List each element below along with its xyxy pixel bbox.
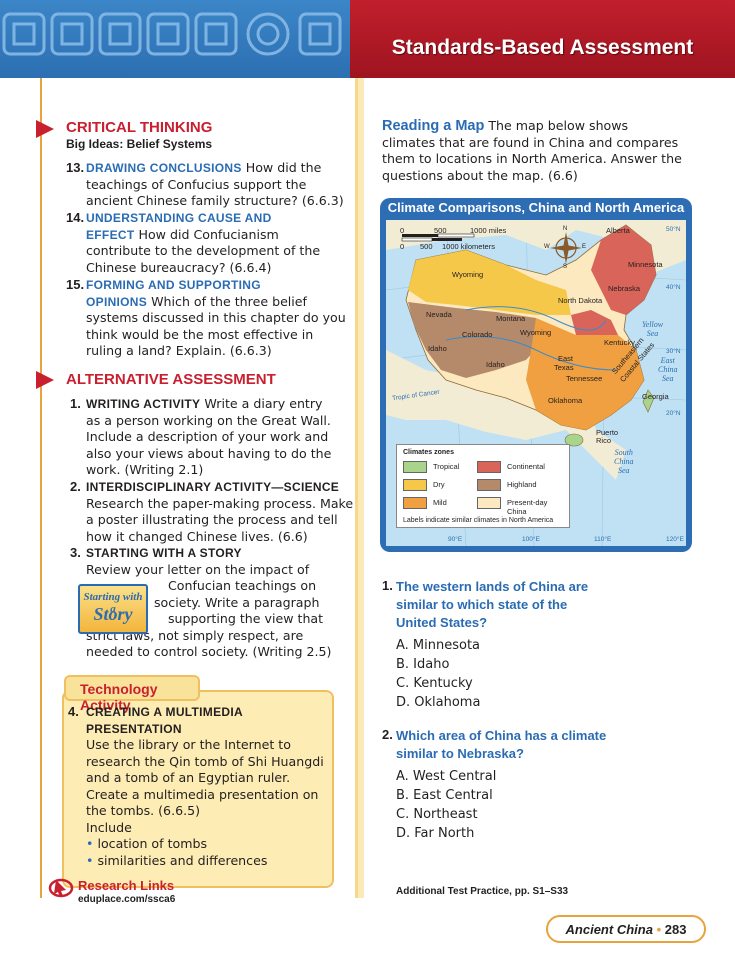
climate-legend: Climates zones Tropical Continental Dry … — [396, 444, 570, 528]
page-banner: Standards-Based Assessment — [0, 0, 735, 78]
research-links-url[interactable]: eduplace.com/ssca6 — [78, 894, 176, 905]
banner-pattern-panel — [0, 0, 350, 78]
chapter-name: Ancient China — [565, 922, 653, 937]
legend-swatch-dry — [403, 479, 427, 491]
climate-map-frame: Climate Comparisons, China and North Ame… — [380, 198, 692, 552]
legend-swatch-tropical — [403, 461, 427, 473]
mouse-cursor-icon — [48, 878, 74, 898]
chinese-pattern-icon — [2, 12, 342, 56]
answer-option[interactable]: C. Northeast — [396, 807, 478, 822]
red-arrow-icon — [36, 371, 54, 389]
technology-activity-tab: Technology Activity — [64, 675, 200, 713]
east-china-sea-label: East China Sea — [658, 356, 678, 383]
bullet-similarities: • similarities and differences — [86, 852, 268, 868]
answer-option[interactable]: A. Minnesota — [396, 638, 481, 653]
red-arrow-icon — [36, 120, 54, 138]
china-map-icon — [386, 220, 686, 546]
climate-map: 0 500 1000 miles 0 500 1000 kilometers N… — [386, 220, 686, 546]
answer-option[interactable]: B. Idaho — [396, 657, 450, 672]
page-title: Standards-Based Assessment — [391, 36, 694, 59]
question-14: 14. UNDERSTANDING CAUSE AND EFFECT How d… — [66, 210, 321, 275]
question-15: 15. FORMING AND SUPPORTING OPINIONS Whic… — [66, 277, 346, 358]
page-footer: Ancient China • 283 — [546, 915, 706, 943]
map-scale-bar — [401, 233, 475, 242]
compass-rose-icon — [550, 232, 582, 264]
reading-a-map-intro: Reading a Map The map below shows climat… — [382, 118, 682, 183]
research-links-label: Research Links — [78, 878, 175, 893]
map-question-2: 2. Which area of China has a climate sim… — [382, 727, 682, 843]
answer-option[interactable]: A. West Central — [396, 769, 497, 784]
critical-thinking-subheading: Big Ideas: Belief Systems — [66, 137, 213, 151]
answer-option[interactable]: C. Kentucky — [396, 676, 473, 691]
alternative-assessment-heading: ALTERNATIVE ASSESSMENT — [66, 371, 276, 388]
legend-swatch-highland — [477, 479, 501, 491]
page-number: 283 — [664, 922, 687, 937]
answer-option[interactable]: D. Oklahoma — [396, 695, 481, 710]
legend-swatch-present-day-china — [477, 497, 501, 509]
bullet-location: • location of tombs — [86, 836, 208, 851]
legend-swatch-continental — [477, 461, 501, 473]
additional-test-practice: Additional Test Practice, pp. S1–S33 — [396, 886, 569, 897]
starting-with-a-story-badge: Starting with a Story — [78, 584, 148, 634]
banner-title-panel: Standards-Based Assessment — [350, 0, 735, 78]
map-title: Climate Comparisons, China and North Ame… — [387, 200, 685, 215]
legend-swatch-mild — [403, 497, 427, 509]
activity-1: 1. WRITING ACTIVITY Write a diary entry … — [70, 396, 332, 477]
footer-separator: • — [656, 922, 662, 937]
activity-2: 2. INTERDISCIPLINARY ACTIVITY—SCIENCE Re… — [70, 479, 354, 544]
technology-activity-box — [62, 690, 334, 888]
map-question-1: 1. The western lands of China are simila… — [382, 578, 682, 712]
question-13: 13. DRAWING CONCLUSIONS How did the teac… — [66, 160, 344, 208]
left-column-frame — [40, 78, 364, 898]
yellow-sea-label: Yellow Sea — [642, 320, 664, 338]
critical-thinking-heading: CRITICAL THINKING — [66, 119, 213, 136]
answer-option[interactable]: B. East Central — [396, 788, 493, 803]
answer-option[interactable]: D. Far North — [396, 826, 475, 841]
activity-4: 4. CREATING A MULTIMEDIA PRESENTATION Us… — [68, 704, 330, 869]
south-china-sea-label: South China Sea — [614, 448, 634, 475]
